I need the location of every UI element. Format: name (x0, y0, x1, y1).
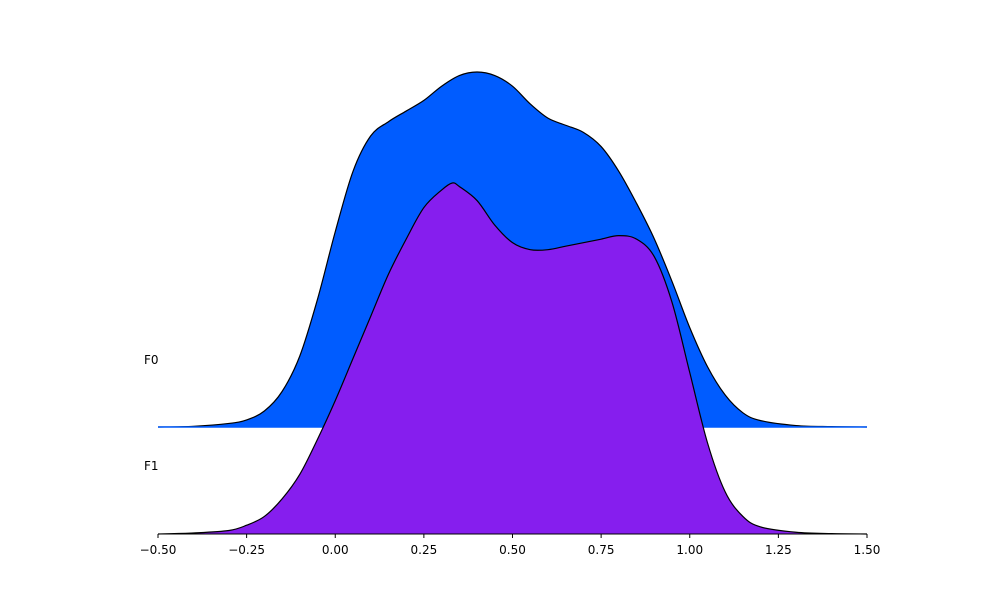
x-axis: −0.50 −0.25 0.00 0.25 0.50 0.75 1.00 1.25 1.50 (140, 533, 881, 557)
x-tick-label: 0.25 (411, 543, 438, 557)
row-label-f0: F0 (144, 353, 159, 367)
x-tick-label: 0.50 (499, 543, 526, 557)
ridge-f1 (157, 182, 868, 535)
x-tick-label: −0.50 (140, 543, 177, 557)
ridge-line-f0 (157, 71, 868, 428)
ridge-area-f1 (158, 182, 867, 534)
x-tick-label: −0.25 (228, 543, 265, 557)
x-tick-label: 1.50 (854, 543, 881, 557)
x-tick-label: 0.75 (588, 543, 615, 557)
ridges-layer (157, 71, 868, 535)
x-tick-label: 0.00 (322, 543, 349, 557)
x-tick-label: 1.00 (676, 543, 703, 557)
ridge-line-f1 (157, 182, 868, 535)
x-tick-label: 1.25 (765, 543, 792, 557)
row-label-f1: F1 (144, 459, 159, 473)
row-labels: F0 F1 (144, 353, 159, 473)
